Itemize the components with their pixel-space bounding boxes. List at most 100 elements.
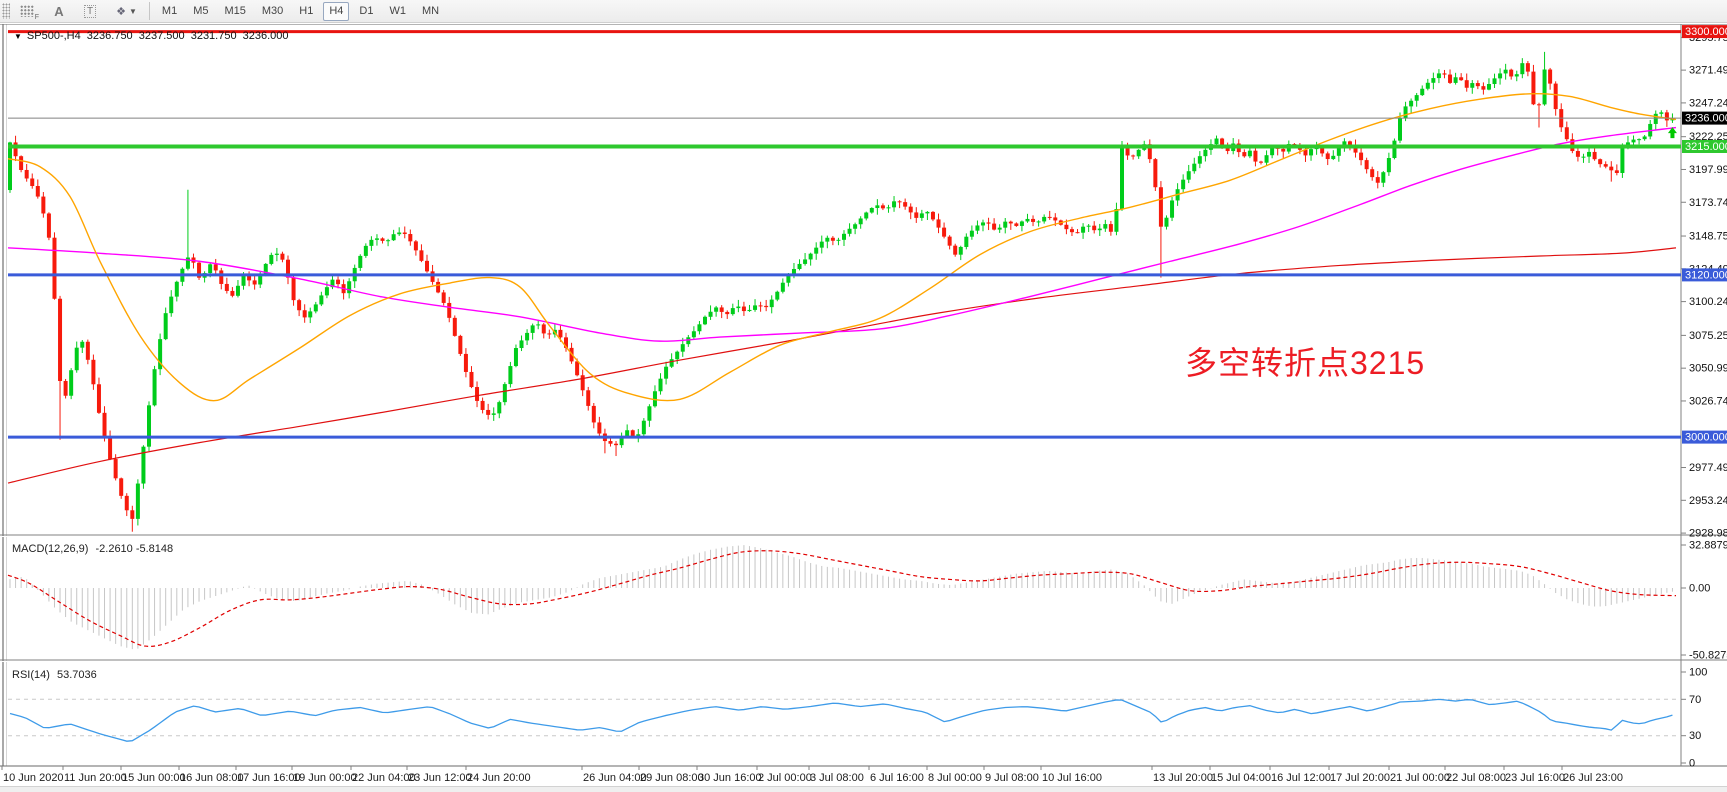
svg-text:3215.000: 3215.000: [1685, 141, 1727, 153]
rsi-panel: 100 70 30 0: [8, 667, 1707, 770]
time-axis-label: 21 Jul 00:00: [1390, 772, 1450, 784]
horizontal-lines: [8, 30, 1681, 439]
timeframe-button-d1[interactable]: D1: [359, 5, 374, 17]
svg-text:3075.250: 3075.250: [1689, 330, 1727, 342]
time-axis-label: 19 Jun 00:00: [293, 772, 357, 784]
main-chart-svg[interactable]: 3295.7503271.4953247.2403222.2503197.995…: [0, 24, 1727, 786]
svg-text:-50.8275: -50.8275: [1689, 650, 1727, 662]
text-label-icon: T: [84, 4, 97, 18]
chart-title: ▼ SP500-,H4 3236.750 3237.500 3231.750 32…: [14, 30, 292, 42]
rsi-indicator-label: RSI(14) 53.7036: [12, 669, 101, 681]
toolbar-drag-handle[interactable]: [2, 3, 10, 19]
svg-text:30: 30: [1689, 730, 1701, 742]
svg-text:3026.740: 3026.740: [1689, 395, 1727, 407]
time-axis-label: 22 Jul 08:00: [1446, 772, 1506, 784]
time-axis-label: 26 Jun 04:00: [583, 772, 647, 784]
window-left-border: [2, 24, 4, 766]
svg-text:2928.985: 2928.985: [1689, 528, 1727, 540]
timeframe-button-m5[interactable]: M5: [193, 5, 209, 17]
chart-window: ▼ SP500-,H4 3236.750 3237.500 3231.750 32…: [0, 24, 1727, 786]
time-axis-label: 17 Jul 20:00: [1330, 772, 1390, 784]
macd-indicator-label: MACD(12,26,9) -2.2610 -5.8148: [12, 543, 177, 555]
timeframe-button-mn[interactable]: MN: [421, 5, 440, 17]
macd-panel: 32.8879 0.00 -50.8275: [7, 540, 1727, 662]
time-axis-label: 9 Jul 08:00: [985, 772, 1039, 784]
macd-values: -2.2610 -5.8148: [95, 543, 174, 555]
chevron-down-icon: ▼: [128, 6, 137, 16]
ma-orange-line: [7, 92, 1677, 402]
ohlc-high: 3237.500: [138, 30, 185, 42]
time-axis-label: 13 Jul 20:00: [1153, 772, 1213, 784]
text-annotation-icon: A: [54, 3, 64, 19]
svg-text:3148.750: 3148.750: [1689, 231, 1727, 243]
time-axis-label: 16 Jul 12:00: [1271, 772, 1331, 784]
time-axis-label: 23 Jul 16:00: [1505, 772, 1565, 784]
chart-text-annotation[interactable]: 多空转折点3215: [1185, 345, 1426, 381]
chart-grid-button[interactable]: [14, 2, 40, 21]
svg-text:3247.240: 3247.240: [1689, 97, 1727, 109]
candles-layer: [8, 51, 1675, 532]
ma-red-line: [7, 247, 1677, 484]
time-axis-label: 15 Jun 00:00: [122, 772, 186, 784]
svg-text:3173.740: 3173.740: [1689, 197, 1727, 209]
text-annotation-button[interactable]: A: [48, 2, 70, 21]
timeframe-button-w1[interactable]: W1: [389, 5, 406, 17]
status-strip: [0, 786, 1727, 792]
chevron-down-icon: ▼: [14, 32, 22, 41]
window-left-border-inner: [6, 24, 7, 766]
time-axis-label: 3 Jul 08:00: [810, 772, 864, 784]
rsi-values: 53.7036: [56, 669, 97, 681]
svg-text:3050.995: 3050.995: [1689, 363, 1727, 375]
time-axis-label: 23 Jun 12:00: [408, 772, 472, 784]
drawing-tools-icon: ❖: [116, 5, 126, 18]
svg-text:3000.000: 3000.000: [1685, 432, 1727, 444]
chart-grid-icon: [20, 5, 39, 21]
time-axis-label: 17 Jun 16:00: [237, 772, 301, 784]
svg-text:32.8879: 32.8879: [1689, 540, 1727, 552]
svg-text:0: 0: [1689, 758, 1695, 770]
ohlc-open: 3236.750: [86, 30, 133, 42]
time-axis-label: 15 Jul 04:00: [1211, 772, 1271, 784]
time-axis-label: 10 Jul 16:00: [1042, 772, 1102, 784]
buy-arrow-icon: [1667, 127, 1677, 139]
time-axis-label: 10 Jun 2020: [3, 772, 64, 784]
svg-text:100: 100: [1689, 667, 1707, 679]
time-axis-label: 2 Jul 00:00: [758, 772, 812, 784]
time-axis-label: 24 Jun 20:00: [467, 772, 531, 784]
ma-magenta-line: [7, 126, 1677, 342]
timeframe-button-group: M1 M5 M15 M30 H1 H4 D1 W1 MN: [156, 1, 445, 21]
time-axis-label: 30 Jun 16:00: [698, 772, 762, 784]
time-axis-label: 22 Jun 04:00: [352, 772, 416, 784]
svg-text:2977.495: 2977.495: [1689, 462, 1727, 474]
svg-text:70: 70: [1689, 694, 1701, 706]
timeframe-button-m15[interactable]: M15: [224, 5, 246, 17]
svg-text:3300.000: 3300.000: [1685, 26, 1727, 38]
svg-text:3100.240: 3100.240: [1689, 296, 1727, 308]
timeframe-button-h1[interactable]: H1: [299, 5, 314, 17]
svg-text:0.00: 0.00: [1689, 583, 1710, 595]
svg-text:3197.995: 3197.995: [1689, 164, 1727, 176]
rsi-name: RSI(14): [12, 669, 50, 681]
toolbar-separator: [148, 2, 150, 20]
time-axis-label: 8 Jul 00:00: [928, 772, 982, 784]
time-axis-label: 26 Jul 23:00: [1563, 772, 1623, 784]
macd-name: MACD(12,26,9): [12, 543, 89, 555]
time-axis-label: 6 Jul 16:00: [870, 772, 924, 784]
chart-symbol-period: SP500-,H4: [26, 30, 81, 42]
toolbar: A T ❖ ▼ M1 M5 M15 M30 H1 H4 D1 W1 MN: [0, 0, 1727, 23]
timeframe-button-h4[interactable]: H4: [323, 1, 350, 21]
price-axis: 3295.7503271.4953247.2403222.2503197.995…: [1681, 25, 1727, 540]
time-axis-label: 11 Jun 20:00: [64, 772, 127, 784]
svg-text:3271.495: 3271.495: [1689, 65, 1727, 77]
svg-text:2953.240: 2953.240: [1689, 495, 1727, 507]
svg-text:3120.000: 3120.000: [1685, 269, 1727, 281]
timeframe-button-m1[interactable]: M1: [161, 5, 178, 17]
panel-borders: [0, 24, 1727, 767]
drawing-tools-button[interactable]: ❖ ▼: [110, 2, 143, 21]
timeframe-button-m30[interactable]: M30: [261, 5, 284, 17]
time-axis-label: 29 Jun 08:00: [640, 772, 704, 784]
time-axis-label: 16 Jun 08:00: [180, 772, 244, 784]
ohlc-low: 3231.750: [190, 30, 237, 42]
text-label-button[interactable]: T: [78, 2, 102, 21]
